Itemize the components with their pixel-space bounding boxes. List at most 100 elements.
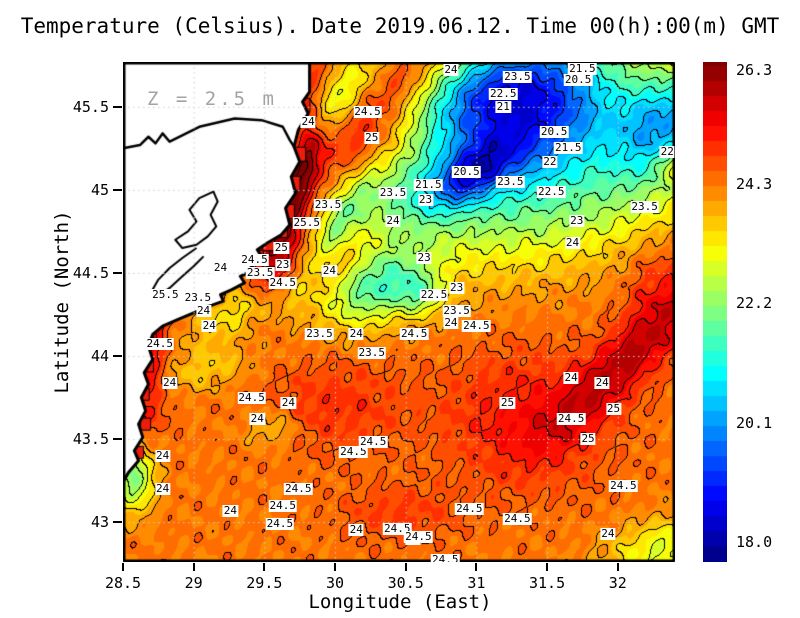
contour-label: 23.5 <box>357 345 387 359</box>
colorbar-tick-label: 24.3 <box>736 174 773 193</box>
contour-label: 24.5 <box>404 530 433 544</box>
contour-label: 24 <box>162 375 178 389</box>
chart-title: Temperature (Celsius). Date 2019.06.12. … <box>20 14 780 38</box>
contour-label: 25.5 <box>151 287 180 301</box>
contour-label: 23.5 <box>183 290 213 304</box>
contour-label: 23 <box>417 192 434 206</box>
contour-label: 21.5 <box>414 177 443 191</box>
contour-label: 22 <box>659 144 675 158</box>
temperature-map-canvas <box>123 62 675 562</box>
colorbar-tick-label: 20.1 <box>736 413 773 432</box>
contour-label: 25 <box>364 131 380 145</box>
contour-label: 21 <box>495 99 511 113</box>
y-tick-label: 44 <box>90 347 109 366</box>
colorbar <box>703 62 727 562</box>
contour-label: 23.5 <box>245 265 275 279</box>
contour-label: 23 <box>416 251 432 264</box>
y-tick-mark <box>113 271 122 274</box>
y-tick-mark <box>113 438 122 441</box>
contour-label: 24 <box>201 319 217 333</box>
y-tick-label: 43 <box>90 513 109 532</box>
contour-label: 24 <box>154 448 171 462</box>
contour-label: 24 <box>385 214 401 228</box>
y-tick-label: 44.5 <box>72 263 109 282</box>
x-tick-mark <box>263 563 266 571</box>
colorbar-tick-label: 22.2 <box>736 294 773 313</box>
contour-label: 25 <box>499 395 516 409</box>
y-tick-label: 45.5 <box>72 97 109 116</box>
contour-label: 24.5 <box>145 337 174 351</box>
contour-label: 23.5 <box>378 186 408 200</box>
x-tick-label: 31 <box>467 574 486 592</box>
x-tick-label: 31.5 <box>529 574 566 592</box>
contour-label: 20.5 <box>452 164 481 178</box>
contour-label: 24 <box>222 503 239 517</box>
contour-label: 24 <box>348 523 364 537</box>
map-plot-area: Z = 2.5 m 24 23.5 21.5 20.5 22.5 21 20.5 21.5 22… <box>123 62 675 562</box>
contour-label: 24 <box>321 264 337 278</box>
contour-label: 24 <box>600 526 616 540</box>
contour-label: 22.5 <box>537 184 566 198</box>
contour-label: 24.5 <box>358 435 388 449</box>
contour-label: 24.5 <box>399 327 429 341</box>
x-tick-label: 29.5 <box>246 574 283 592</box>
contour-label: 24.5 <box>431 554 460 562</box>
x-tick-label: 30.5 <box>387 574 424 592</box>
y-tick-mark <box>113 105 122 108</box>
contour-label: 24.5 <box>237 390 266 404</box>
contour-label: 20.5 <box>539 124 569 138</box>
contour-label: 22.5 <box>489 86 518 100</box>
contour-label: 24 <box>280 395 296 409</box>
colorbar-tick-label: 18.0 <box>736 533 773 551</box>
contour-label: 24.5 <box>556 412 586 426</box>
contour-label: 24 <box>300 114 316 128</box>
x-tick-mark <box>616 563 619 571</box>
contour-label: 24 <box>154 481 171 495</box>
contour-label: 24 <box>594 375 610 389</box>
x-axis-title: Longitude (East) <box>308 591 492 613</box>
contour-label: 23.5 <box>496 174 525 188</box>
y-tick-mark <box>113 521 122 524</box>
x-tick-mark <box>546 563 549 571</box>
x-tick-label: 30 <box>326 574 345 592</box>
contour-label: 21.5 <box>554 141 583 155</box>
contour-label: 23.5 <box>442 304 471 318</box>
contour-label: 24.5 <box>353 104 382 118</box>
x-tick-label: 29 <box>184 574 203 592</box>
contour-label: 23.5 <box>503 69 532 83</box>
contour-label: 24.5 <box>240 252 269 266</box>
x-tick-mark <box>404 563 407 571</box>
contour-label: 24.5 <box>455 501 484 515</box>
contour-label: 24.5 <box>268 275 297 289</box>
contour-label: 24 <box>443 63 459 77</box>
x-tick-mark <box>122 563 124 571</box>
colorbar-tick-label: 26.3 <box>736 61 773 79</box>
contour-label: 24 <box>249 412 265 426</box>
contour-label: 22 <box>542 154 558 168</box>
x-tick-mark <box>475 563 478 571</box>
y-tick-mark <box>113 355 122 358</box>
contour-label: 24 <box>564 236 581 250</box>
y-tick-mark <box>113 188 122 191</box>
contour-label: 24.5 <box>268 498 297 512</box>
contour-label: 24.5 <box>503 511 532 525</box>
contour-label: 22.5 <box>419 287 449 301</box>
contour-label: 25.5 <box>292 216 321 230</box>
y-tick-label: 43.5 <box>72 430 109 449</box>
contour-label: 25 <box>580 432 596 446</box>
contour-label: 24 <box>195 304 212 318</box>
y-tick-label: 45 <box>90 180 109 199</box>
x-tick-label: 28.5 <box>104 574 142 592</box>
contour-label: 23 <box>448 280 465 294</box>
contour-label: 23.5 <box>313 197 343 211</box>
contour-label: 25 <box>273 241 289 255</box>
contour-label: 24.5 <box>462 319 491 333</box>
contour-label: 24.5 <box>339 445 368 459</box>
x-tick-label: 32 <box>608 574 627 592</box>
contour-label: 20.5 <box>563 73 593 87</box>
y-axis-title: Latitude (North) <box>51 210 73 394</box>
contour-label: 23 <box>569 214 585 228</box>
contour-label: 25 <box>605 402 622 416</box>
contour-label: 24.5 <box>609 478 638 492</box>
contour-label: 24.5 <box>265 516 295 530</box>
